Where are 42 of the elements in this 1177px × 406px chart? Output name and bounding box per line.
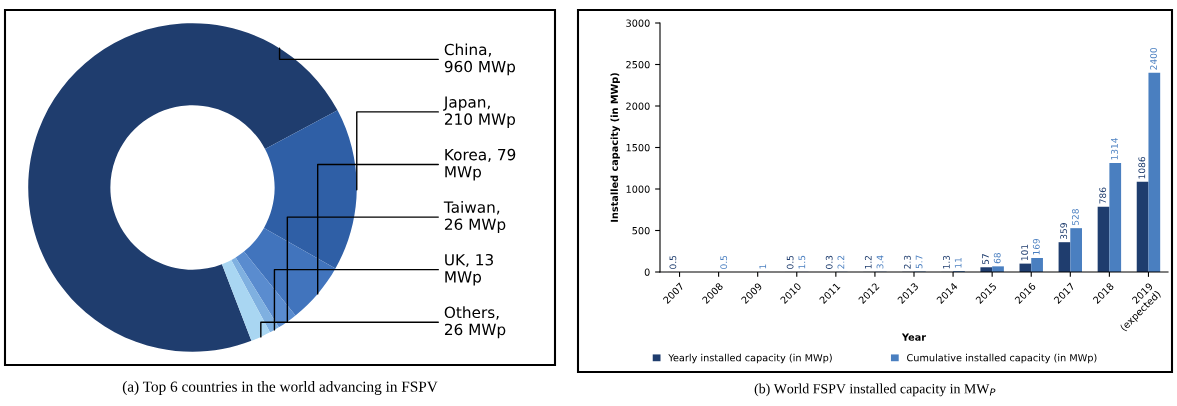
- data-label: 1314: [1111, 137, 1118, 160]
- legend-label: Cumulative installed capacity (in MWp): [907, 353, 1097, 364]
- data-label: 2.3: [903, 255, 911, 269]
- x-axis-title: Year: [901, 333, 927, 341]
- slice-label: UK, 13 MWp: [445, 253, 493, 286]
- data-label: 1.5: [798, 255, 806, 269]
- slice-label: China, 960 MWp: [444, 43, 516, 76]
- data-label: 11: [954, 257, 962, 268]
- y-tick-label: 1500: [626, 143, 650, 152]
- data-label: 2400: [1150, 47, 1157, 70]
- data-label: 101: [1021, 244, 1028, 261]
- data-label: 1086: [1138, 156, 1146, 179]
- data-label: 3.4: [876, 255, 884, 269]
- data-label: 0.3: [825, 255, 833, 269]
- legend-label: Yearly installed capacity (in MWp): [668, 353, 832, 364]
- data-label: 68: [993, 253, 1001, 264]
- data-label: 2.2: [837, 255, 845, 269]
- data-label: 0.5: [720, 255, 728, 269]
- data-label: 1: [759, 264, 767, 269]
- text: (b) World FSPV installed capacity in MW$_{P}$: [754, 383, 996, 397]
- data-label: 786: [1099, 187, 1107, 204]
- slice-label: Korea, 79 MWp: [445, 148, 516, 181]
- text: (a) Top 6 countries in the world advancing in FSPV: [122, 381, 438, 395]
- slice-label: Taiwan, 26 MWp: [443, 201, 506, 234]
- slice-label: Others, 26 MWp: [444, 306, 506, 339]
- slice-label: Japan, 210 MWp: [443, 96, 516, 128]
- y-tick-label: 2500: [626, 60, 650, 69]
- data-label: 5.7: [915, 255, 923, 269]
- y-tick-label: 3000: [626, 19, 650, 27]
- data-label: 359: [1060, 223, 1068, 240]
- data-label: 0.5: [669, 255, 677, 269]
- y-tick-label: 500: [632, 226, 650, 235]
- data-label: 0.5: [786, 255, 794, 269]
- data-label: 169: [1032, 238, 1040, 255]
- y-axis-title: Installed capacity (in MWp): [610, 73, 620, 222]
- y-tick-label: 2000: [626, 102, 650, 110]
- data-label: 57: [982, 254, 989, 265]
- data-label: 1.3: [943, 255, 950, 269]
- data-label: 528: [1071, 209, 1079, 225]
- y-tick-label: 1000: [626, 185, 650, 193]
- data-label: 1.2: [864, 255, 872, 269]
- y-tick-label: 0: [644, 268, 650, 276]
